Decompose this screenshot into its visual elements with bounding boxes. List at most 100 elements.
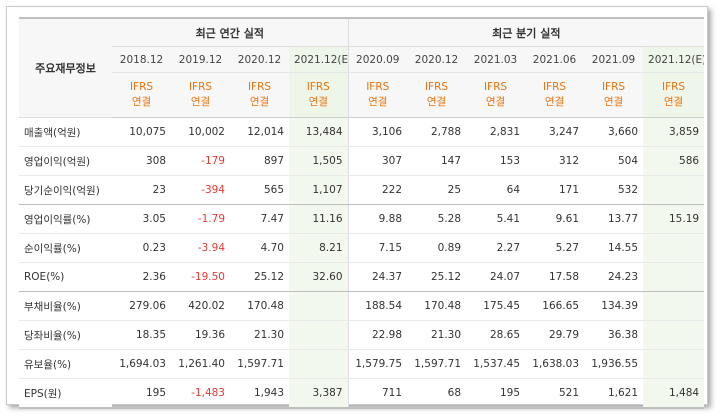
table-cell: 29.79 (525, 320, 585, 350)
table-cell: 7.15 (347, 233, 408, 263)
table-cell: 222 (347, 175, 408, 205)
ifrs-consolidated-label: IFRS 연결 (171, 72, 230, 118)
table-cell: 13.77 (584, 204, 644, 234)
table-cell: 279.06 (112, 291, 171, 321)
table-cell: 18.35 (112, 320, 171, 350)
period-header: 2020.12 (230, 46, 289, 73)
period-header: 2021.06 (525, 46, 585, 73)
table-row: EPS(원) 195 -1,483 1,943 3,387 711 68 195 521 1,62… (19, 378, 705, 409)
financial-summary-panel: 주요재무정보 최근 연간 실적 최근 분기 실적 2018.12 2019.12 2… (6, 6, 708, 409)
table-cell: 312 (525, 146, 585, 176)
period-header: 2020.09 (347, 46, 408, 73)
table-cell: -179 (171, 146, 230, 176)
table-cell: 1,579.75 (347, 349, 408, 379)
table-cell: 5.41 (466, 204, 526, 234)
consolidated-label: 연결 (485, 96, 506, 108)
table-cell: 13,484 (289, 117, 349, 147)
consolidated-label: 연결 (544, 96, 565, 108)
ifrs-consolidated-label: IFRS 연결 (466, 72, 526, 118)
table-cell: 308 (112, 146, 171, 176)
table-cell: 5.27 (525, 233, 585, 263)
table-cell: 2,831 (466, 117, 526, 147)
table-cell: 1,597.71 (230, 349, 289, 379)
table-cell: 711 (347, 378, 408, 409)
table-cell: -394 (171, 175, 230, 205)
ifrs-label: IFRS (661, 81, 686, 93)
row-label: 매출액(억원) (19, 117, 112, 147)
table-cell: 2.36 (112, 262, 171, 292)
table-cell: 1,597.71 (407, 349, 467, 379)
ifrs-consolidated-label: IFRS 연결 (525, 72, 585, 118)
table-cell: 24.07 (466, 262, 526, 292)
table-cell: 24.37 (347, 262, 408, 292)
period-header: 2021.09 (584, 46, 644, 73)
table-cell: 22.98 (347, 320, 408, 350)
table-cell: 5.28 (407, 204, 467, 234)
ifrs-label: IFRS (601, 81, 626, 93)
ifrs-label: IFRS (306, 81, 330, 93)
table-cell: 3.05 (112, 204, 171, 234)
table-cell: 586 (643, 146, 705, 176)
ifrs-label: IFRS (247, 81, 272, 93)
table-cell: 1,537.45 (466, 349, 526, 379)
consolidated-label: 연결 (131, 96, 152, 108)
table-cell (643, 291, 705, 321)
table-row: 유보율(%) 1,694.03 1,261.40 1,597.71 1,579.75 1,… (19, 349, 705, 379)
consolidated-label: 연결 (190, 96, 211, 108)
ifrs-label: IFRS (542, 81, 567, 93)
consolidated-label: 연결 (603, 96, 624, 108)
table-cell: 195 (112, 378, 171, 409)
table-row: ROE(%) 2.36 -19.50 25.12 32.60 24.37 25.12 24.0… (19, 262, 705, 292)
table-cell: 36.38 (584, 320, 644, 350)
row-label: 부채비율(%) (19, 291, 112, 321)
table-cell: 3,106 (347, 117, 408, 147)
table-cell: 68 (407, 378, 467, 409)
group-header-row: 주요재무정보 최근 연간 실적 최근 분기 실적 (19, 17, 705, 118)
table-cell: 32.60 (289, 262, 349, 292)
table-cell: 3,859 (643, 117, 705, 147)
ifrs-label: IFRS (483, 81, 508, 93)
row-label: 순이익률(%) (19, 233, 112, 263)
ifrs-consolidated-label: IFRS 연결 (347, 72, 408, 118)
consolidated-label: 연결 (426, 96, 447, 108)
ifrs-consolidated-label: IFRS 연결 (289, 72, 349, 118)
table-cell: 1,261.40 (171, 349, 230, 379)
table-cell: 1,505 (289, 146, 349, 176)
row-label: ROE(%) (19, 262, 112, 292)
table-cell: 10,002 (171, 117, 230, 147)
table-cell: 420.02 (171, 291, 230, 321)
consolidated-label: 연결 (308, 96, 328, 108)
table-cell: 188.54 (347, 291, 408, 321)
table-cell: 3,387 (289, 378, 349, 409)
table-cell (643, 262, 705, 292)
table-row: 순이익률(%) 0.23 -3.94 4.70 8.21 7.15 0.89 2.27 5.27… (19, 233, 705, 263)
table-cell: 897 (230, 146, 289, 176)
table-row: 당좌비율(%) 18.35 19.36 21.30 22.98 21.30 28.65 29.… (19, 320, 705, 350)
table-cell: 9.61 (525, 204, 585, 234)
table-cell: 7.47 (230, 204, 289, 234)
table-cell: 11.16 (289, 204, 349, 234)
table-row: 영업이익(억원) 308 -179 897 1,505 307 147 153 312 504 58… (19, 146, 705, 176)
period-header: 2019.12 (171, 46, 230, 73)
ifrs-header-row: IFRS 연결 IFRS 연결 IFRS 연결 IFRS 연결 IFRS 연결 IFRS 연결 IFRS… (19, 72, 705, 118)
table-cell: 170.48 (407, 291, 467, 321)
row-label: EPS(원) (19, 378, 112, 409)
table-cell: 1,638.03 (525, 349, 585, 379)
table-cell: 25.12 (407, 262, 467, 292)
table-cell: 521 (525, 378, 585, 409)
financial-table: 주요재무정보 최근 연간 실적 최근 분기 실적 2018.12 2019.12 2… (19, 17, 705, 409)
table-cell: 153 (466, 146, 526, 176)
table-cell: 25.12 (230, 262, 289, 292)
ifrs-consolidated-label: IFRS 연결 (584, 72, 644, 118)
table-cell: 171 (525, 175, 585, 205)
consolidated-label: 연결 (249, 96, 270, 108)
ifrs-label: IFRS (366, 81, 390, 93)
ifrs-consolidated-label: IFRS 연결 (112, 72, 171, 118)
table-cell: 24.23 (584, 262, 644, 292)
ifrs-consolidated-label: IFRS 연결 (230, 72, 289, 118)
table-cell: 0.89 (407, 233, 467, 263)
table-cell: 504 (584, 146, 644, 176)
table-cell: 1,943 (230, 378, 289, 409)
annual-group-header: 최근 연간 실적 (112, 17, 349, 47)
table-cell: 4.70 (230, 233, 289, 263)
